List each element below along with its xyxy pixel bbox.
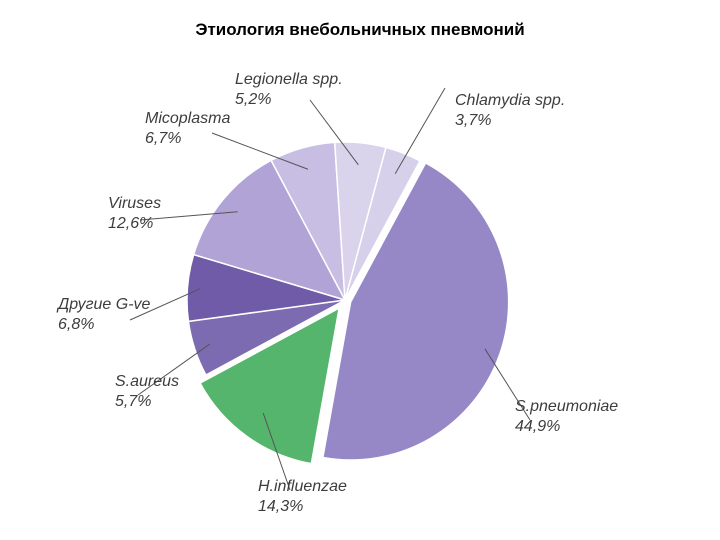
slice-label: Viruses 12,6% (108, 194, 161, 234)
slice-label: S.pneumoniae 44,9% (515, 397, 618, 437)
slice-label: Legionella spp. 5,2% (235, 70, 343, 110)
slice-label: Chlamydia spp. 3,7% (455, 91, 565, 131)
slice-label: Micoplasma 6,7% (145, 109, 230, 149)
slice-label: H.influenzae 14,3% (258, 477, 347, 517)
slice-label: Другие G-ve 6,8% (58, 295, 150, 335)
slice-label: S.aureus 5,7% (115, 372, 179, 412)
pie-chart (0, 0, 720, 540)
